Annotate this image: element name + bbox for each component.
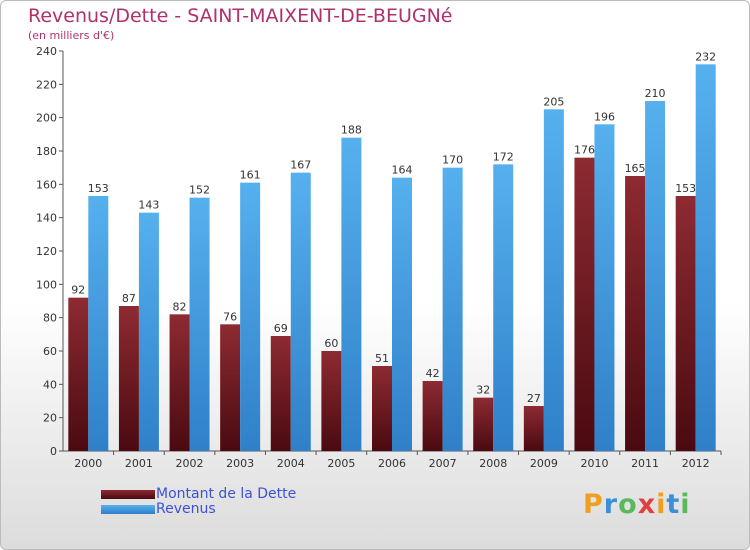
value-label-dette-2006: 51 [375,352,389,365]
x-tick-label: 2005 [327,457,355,470]
value-label-dette-2001: 87 [122,292,136,305]
bar-dette-2003 [220,324,241,451]
legend-label-dette: Montant de la Dette [156,486,297,502]
logo-letter: r [603,489,619,520]
bar-dette-2009 [523,406,544,451]
bar-revenus-2011 [645,101,666,451]
value-label-dette-2007: 42 [426,367,440,380]
legend-swatch-revenus [101,505,155,514]
x-tick-label: 2009 [530,457,558,470]
value-label-dette-2008: 32 [476,384,490,397]
y-tick-label: 140 [36,212,57,225]
bar-revenus-2007 [442,167,463,451]
value-label-dette-2009: 27 [527,392,541,405]
bar-dette-2012 [675,196,696,451]
x-tick-label: 2006 [378,457,406,470]
y-tick-label: 180 [36,145,57,158]
logo-letter: i [680,489,691,520]
bar-dette-2008 [473,397,494,451]
x-tick-label: 2004 [277,457,305,470]
bar-revenus-2005 [341,137,362,451]
bar-dette-2010 [574,157,595,451]
value-label-revenus-2011: 210 [645,87,666,100]
bar-dette-2006 [372,366,392,451]
bar-dette-2000 [68,297,89,451]
y-tick-label: 100 [36,278,57,291]
value-label-revenus-2009: 205 [543,95,564,108]
legend-label-revenus: Revenus [156,501,216,517]
logo-letter: P [583,489,604,520]
value-label-dette-2000: 92 [71,284,85,297]
value-label-dette-2004: 69 [274,322,288,335]
bar-revenus-2000 [88,196,109,451]
bar-dette-2005 [321,351,342,451]
value-label-revenus-2003: 161 [240,169,261,182]
logo-letter: t [666,489,681,520]
x-tick-label: 2001 [125,457,153,470]
y-tick-label: 120 [36,245,57,258]
bar-dette-2002 [169,314,190,451]
x-tick-label: 2007 [429,457,457,470]
y-tick-label: 240 [36,45,57,58]
y-tick-label: 60 [43,345,57,358]
chart-title: Revenus/Dette - SAINT-MAIXENT-DE-BEUGNé [28,5,453,27]
y-tick-label: 40 [43,378,57,391]
logo-letter: o [618,489,638,520]
y-tick-label: 160 [36,178,57,191]
bar-revenus-2004 [290,172,311,451]
x-tick-label: 2000 [74,457,102,470]
value-label-revenus-2004: 167 [290,159,311,172]
x-tick-label: 2012 [682,457,710,470]
bar-revenus-2012 [695,64,716,452]
value-label-dette-2012: 153 [675,182,696,195]
y-tick-label: 200 [36,112,57,125]
y-tick-label: 20 [43,412,57,425]
value-label-dette-2005: 60 [324,337,338,350]
bar-dette-2011 [625,176,646,451]
labels: 92 153 87 143 82 152 76 161 69 167 60 188 51 164 42 170… [71,50,716,405]
x-tick-label: 2010 [580,457,608,470]
bar-revenus-2010 [594,124,615,451]
value-label-dette-2010: 176 [574,144,595,157]
value-label-revenus-2007: 170 [442,154,463,167]
bar-revenus-2009 [543,109,564,451]
bar-dette-2007 [422,381,443,451]
bar-revenus-2001 [138,212,159,451]
bar-dette-2004 [270,336,291,451]
value-label-revenus-2008: 172 [493,150,514,163]
y-tick-label: 0 [50,445,57,458]
value-label-dette-2003: 76 [223,310,237,323]
bar-revenus-2006 [392,177,412,451]
value-label-revenus-2000: 153 [88,182,109,195]
value-label-dette-2011: 165 [625,162,646,175]
value-label-revenus-2006: 164 [392,164,413,177]
x-tick-label: 2003 [226,457,254,470]
bar-revenus-2002 [189,197,210,451]
x-tick-label: 2011 [631,457,659,470]
bar-revenus-2003 [240,182,261,451]
value-label-revenus-2010: 196 [594,110,615,123]
x-tick-label: 2002 [176,457,204,470]
value-label-revenus-2005: 188 [341,124,362,137]
proxiti-logo: Proxiti [583,489,691,520]
bar-revenus-2008 [493,164,514,452]
y-tick-label: 220 [36,78,57,91]
chart-subtitle: (en milliers d'€) [28,29,115,42]
value-label-dette-2002: 82 [173,300,187,313]
value-label-revenus-2002: 152 [189,184,210,197]
value-label-revenus-2012: 232 [695,50,716,63]
value-label-revenus-2001: 143 [138,199,159,212]
logo-letter: i [656,489,667,520]
bars [68,64,716,452]
y-tick-label: 80 [43,312,57,325]
logo-letter: x [637,489,657,520]
bar-dette-2001 [118,306,139,451]
x-tick-label: 2008 [479,457,507,470]
legend-swatch-dette [101,490,155,499]
